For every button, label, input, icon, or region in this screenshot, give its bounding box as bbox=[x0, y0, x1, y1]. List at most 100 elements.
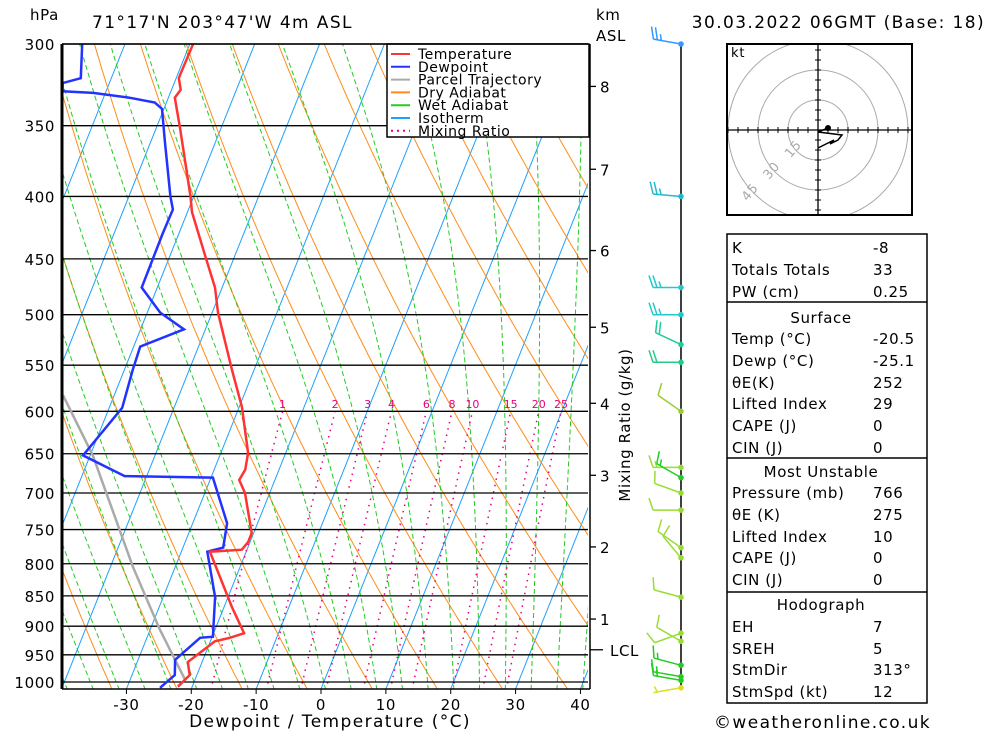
indices-label: K bbox=[732, 239, 743, 257]
wind-station-dot bbox=[678, 677, 684, 684]
mixing-ratio-line bbox=[325, 411, 393, 689]
hodograph-start-dot bbox=[825, 125, 831, 131]
parcel-trajectory-line bbox=[62, 394, 187, 681]
indices-value: 0 bbox=[873, 571, 883, 589]
x-tick-label: -20 bbox=[178, 696, 204, 714]
indices-label: PW (cm) bbox=[732, 283, 799, 301]
wind-barb-staff bbox=[653, 38, 682, 45]
isotherm-line bbox=[190, 44, 450, 689]
wind-barb-staff bbox=[653, 589, 682, 598]
wind-barb bbox=[648, 275, 684, 291]
mixing-ratio-label: 10 bbox=[465, 398, 479, 411]
mixing-ratio-line bbox=[389, 411, 453, 689]
indices-value: 7 bbox=[873, 618, 883, 636]
x-tick-label: -10 bbox=[243, 696, 269, 714]
mixing-ratio-label: 4 bbox=[388, 398, 395, 411]
lcl-label: LCL bbox=[610, 642, 639, 660]
isotherm-line bbox=[515, 506, 588, 689]
wind-barb-half-flag bbox=[659, 34, 663, 41]
indices-value: 0 bbox=[873, 417, 883, 435]
wind-barb bbox=[653, 470, 684, 496]
dry-adiabat-line bbox=[62, 411, 178, 689]
pressure-tick-label: 650 bbox=[25, 446, 55, 464]
indices-value: -25.1 bbox=[873, 352, 915, 370]
wind-barb bbox=[652, 577, 684, 600]
pressure-tick-label: 400 bbox=[25, 188, 55, 206]
wind-barb-flag bbox=[652, 302, 658, 315]
wet-adiabat-line bbox=[582, 605, 588, 689]
pressure-grid: 300 350 400 450 500 550 600 650 700 750 800 850 900 9… bbox=[14, 36, 588, 692]
indices-label: StmSpd (kt) bbox=[732, 683, 828, 701]
wind-barb bbox=[648, 497, 684, 513]
wind-barb bbox=[656, 451, 684, 481]
wind-barb bbox=[650, 662, 684, 684]
wind-barb-flag bbox=[654, 320, 658, 333]
wind-barb-flag bbox=[648, 302, 654, 315]
wind-barb-flag bbox=[657, 519, 663, 532]
wind-barb bbox=[654, 320, 684, 348]
indices-value: 12 bbox=[873, 683, 893, 701]
indices-label: CAPE (J) bbox=[732, 417, 797, 435]
wind-station-dot bbox=[678, 662, 684, 669]
wind-barb-half-flag bbox=[658, 308, 662, 315]
dry-adiabat-line bbox=[369, 44, 588, 447]
wind-barb-staff bbox=[654, 482, 682, 494]
wind-barb-flag bbox=[652, 645, 655, 659]
mixing-ratio-label: 8 bbox=[449, 398, 456, 411]
indices-label: Totals Totals bbox=[731, 261, 830, 279]
indices-value: 0 bbox=[873, 549, 883, 567]
wind-barb-flag bbox=[649, 181, 654, 195]
wind-barbs bbox=[646, 26, 684, 694]
isotherm-line bbox=[62, 44, 256, 528]
legend-label: Temperature bbox=[417, 47, 512, 63]
wind-barb bbox=[648, 350, 684, 366]
indices-value: 5 bbox=[873, 640, 883, 658]
wind-barb-flag bbox=[653, 181, 658, 195]
wet-adiabat-line bbox=[62, 78, 275, 689]
km-tick-label: 4 bbox=[600, 395, 610, 413]
isotherm-line bbox=[320, 44, 580, 689]
wind-barb-flag bbox=[648, 455, 654, 468]
wind-station-dot bbox=[678, 193, 684, 200]
wind-station-dot bbox=[678, 284, 684, 291]
indices-value: 0.25 bbox=[873, 283, 909, 301]
wind-barb-staff bbox=[662, 535, 682, 559]
wind-barb-staff bbox=[657, 394, 682, 412]
wet-adiabat-line bbox=[62, 252, 224, 689]
indices-value: -8 bbox=[873, 239, 889, 257]
wind-station-dot bbox=[678, 490, 684, 496]
temperature-line bbox=[173, 44, 253, 688]
wind-barb-staff bbox=[653, 674, 682, 682]
wind-barb-staff bbox=[654, 632, 682, 644]
wet-adiabat-line bbox=[62, 329, 198, 689]
wind-barb-flag bbox=[650, 26, 655, 40]
wind-barb-half-flag bbox=[653, 686, 659, 693]
x-tick-label: 0 bbox=[316, 696, 326, 714]
indices-label: StmDir bbox=[732, 661, 788, 679]
wind-station-dot bbox=[678, 341, 684, 348]
indices-value: 10 bbox=[873, 528, 893, 546]
mixing-ratio-label: 3 bbox=[364, 398, 371, 411]
indices-label: Lifted Index bbox=[732, 528, 827, 546]
wind-barb-half-flag bbox=[658, 281, 662, 288]
wind-barb bbox=[650, 26, 684, 47]
dry-adiabat-line bbox=[915, 35, 1000, 690]
indices-label: CIN (J) bbox=[732, 571, 783, 589]
wind-barb-staff bbox=[653, 193, 682, 198]
wind-barb-flag bbox=[662, 525, 671, 537]
wind-station-dot bbox=[678, 359, 684, 366]
pressure-tick-label: 700 bbox=[25, 485, 55, 503]
pressure-tick-label: 600 bbox=[25, 403, 55, 421]
wind-barb bbox=[656, 614, 684, 645]
wind-barb bbox=[653, 684, 684, 694]
dry-adiabat-line bbox=[62, 252, 243, 689]
wind-barb-flag bbox=[648, 350, 654, 363]
km-tick-label: 8 bbox=[600, 78, 610, 96]
mixing-ratio-line bbox=[362, 411, 428, 689]
pressure-tick-label: 900 bbox=[25, 618, 55, 636]
wet-adiabat-line bbox=[109, 44, 326, 689]
wind-barb-half-flag bbox=[654, 461, 658, 468]
x-tick-labels: -30 -20 -10 0 10 20 30 40 bbox=[113, 689, 590, 714]
wind-barb-flag bbox=[650, 662, 655, 676]
wind-barb-flag bbox=[654, 27, 659, 40]
